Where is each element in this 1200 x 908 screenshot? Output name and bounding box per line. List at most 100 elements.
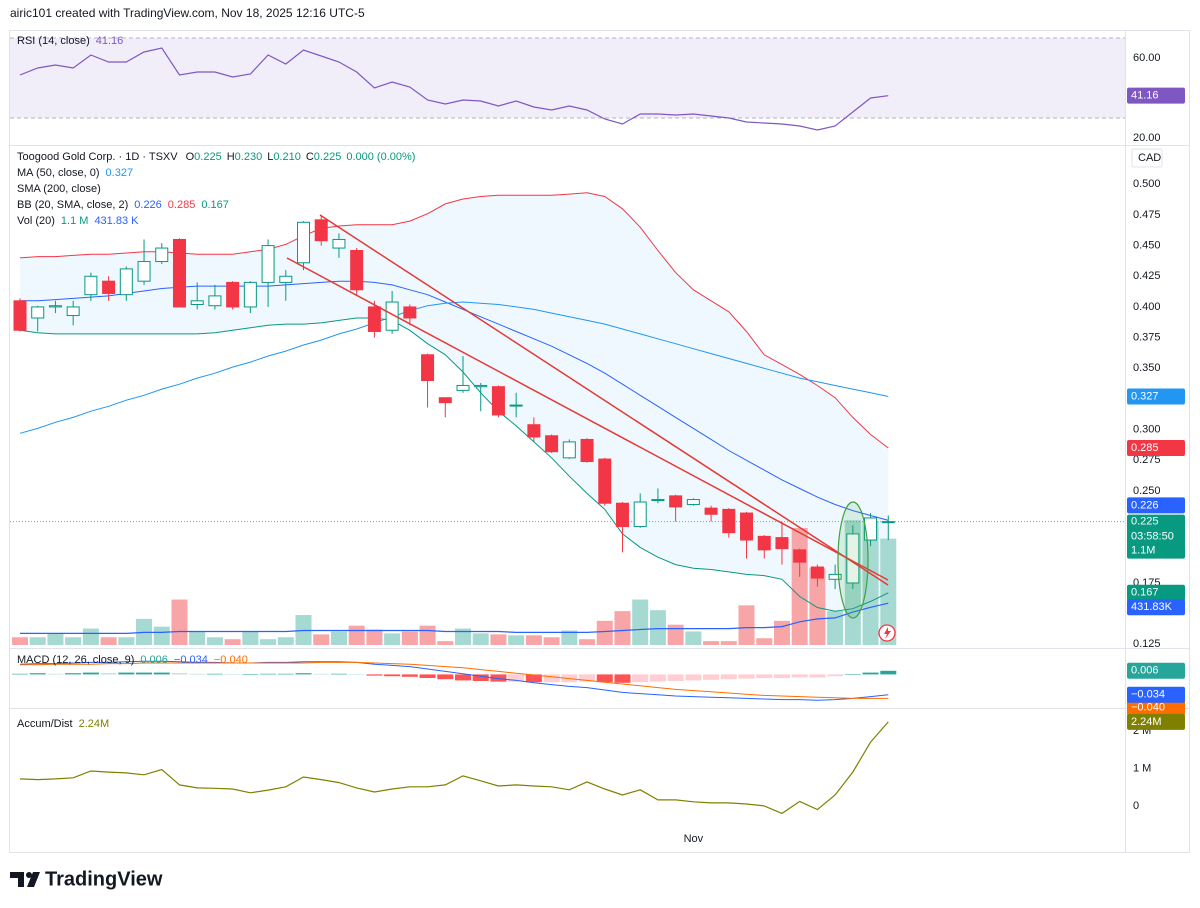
histogram-bar [809, 674, 826, 678]
volume-bar [862, 521, 879, 645]
histogram-bar [189, 673, 206, 675]
legend-value: −0.040 [214, 654, 248, 666]
volume-bar [543, 637, 560, 645]
histogram-bar [277, 673, 294, 675]
series-line [19, 47, 889, 131]
candle-body [757, 535, 771, 551]
legend-name: MACD (12, 26, close, 9) [17, 654, 134, 666]
histogram-bar [632, 674, 649, 683]
frame [9, 30, 1190, 853]
candle-body [775, 537, 789, 550]
candle-body [615, 502, 629, 528]
volume-bar [880, 538, 897, 645]
candle-body [385, 301, 399, 331]
candle-body [562, 441, 576, 459]
histogram-bar [153, 672, 170, 675]
legend-value: 0.327 [106, 167, 134, 179]
volume-bar [614, 611, 631, 645]
countdown: 03:58:50 [1131, 531, 1174, 543]
legend-title: Toogood Gold Corp. · 1D · TSXV [17, 151, 178, 163]
histogram-bar [224, 674, 241, 675]
legend-value: 0.226 [134, 199, 162, 211]
histogram-bar [685, 674, 702, 681]
volume-bar [773, 620, 790, 645]
candle-body [243, 281, 257, 308]
histogram-bar [65, 673, 82, 675]
histogram-bar [437, 674, 454, 680]
histogram-bar [844, 674, 861, 675]
y-tick-label: 0.425 [1133, 270, 1161, 282]
histogram-bar [543, 674, 560, 683]
last-value: 41.16 [1131, 90, 1159, 102]
last-value-bg [1127, 713, 1185, 730]
candle-body [793, 549, 807, 563]
volume-bar [667, 624, 684, 645]
candle-body [580, 438, 594, 463]
y-tick-label: 0.125 [1133, 638, 1161, 650]
legend-name: RSI (14, close) [17, 35, 90, 47]
volume-bar [437, 641, 454, 645]
trend-line [286, 257, 889, 581]
bb-upper-value-bg [1127, 440, 1185, 457]
candle-body [172, 238, 186, 308]
candle-body [740, 512, 754, 541]
volume-bar [313, 634, 330, 645]
volume-value-bg [1127, 542, 1185, 559]
histogram-bar [827, 674, 844, 677]
volume-bar [508, 635, 525, 645]
logo-dot [26, 872, 32, 878]
macd-line [19, 660, 889, 701]
candle-body [226, 281, 240, 308]
candle-body [421, 354, 435, 382]
legend-value: 0.006 [140, 654, 168, 666]
legend-value: 41.16 [96, 35, 124, 47]
volume-value: 1.1M [1131, 545, 1155, 557]
y-tick-label: 0.300 [1133, 424, 1161, 436]
volume-bar [118, 637, 135, 645]
signal-line [20, 661, 889, 699]
volume-ma-value: 431.83K [1131, 601, 1173, 613]
histogram-bar [649, 674, 666, 682]
histogram-bar [791, 674, 808, 678]
y-tick-label: 60.00 [1133, 52, 1161, 64]
signal-value-bg [1127, 699, 1185, 716]
volume-bar [384, 633, 401, 645]
volume-bar [153, 626, 170, 645]
volume-bar [561, 630, 578, 645]
candle-body [279, 275, 293, 283]
ma-value-bg [1127, 388, 1185, 405]
candle-body [491, 386, 505, 416]
histogram-bar [614, 674, 631, 683]
histogram-bar [82, 672, 99, 675]
legend: MA (50, close, 0) 0.327 [17, 167, 133, 179]
legend: MACD (12, 26, close, 9) 0.006 −0.034 −0.040 [17, 654, 248, 666]
volume-bar [472, 633, 489, 645]
volume-bar [809, 567, 826, 645]
candle-body [190, 300, 204, 305]
badges: 41.16 RSI (14, close) 41.16 0.327 0.285 0.167… [17, 35, 1185, 730]
ma-value: 0.327 [1131, 390, 1159, 402]
ohlc-key: H [227, 151, 235, 163]
volume-bar [224, 639, 241, 645]
histogram-bar [862, 672, 879, 675]
candle-body [66, 306, 80, 317]
series-line [19, 721, 889, 815]
histogram-bar [756, 674, 773, 678]
histogram-bar [703, 674, 720, 680]
candle-body [31, 306, 45, 319]
candle-body [314, 219, 328, 242]
legend-name: BB (20, SMA, close, 2) [17, 199, 128, 211]
x-tick-label: Nov [684, 833, 704, 845]
volume-bar [189, 631, 206, 645]
candle-body [722, 508, 736, 534]
volume-ma-line [20, 602, 889, 634]
legend: Toogood Gold Corp. · 1D · TSXV O0.225 H0.2… [17, 151, 415, 163]
histogram-bar [29, 673, 46, 675]
histogram-bar [100, 673, 117, 675]
plot: 60.00 20.00 0.500 0.475 0.450 0.425 0.400 0.375… [10, 37, 1161, 845]
histogram-bar [596, 674, 613, 683]
volume-bar [596, 620, 613, 645]
histogram-bar [366, 674, 383, 676]
